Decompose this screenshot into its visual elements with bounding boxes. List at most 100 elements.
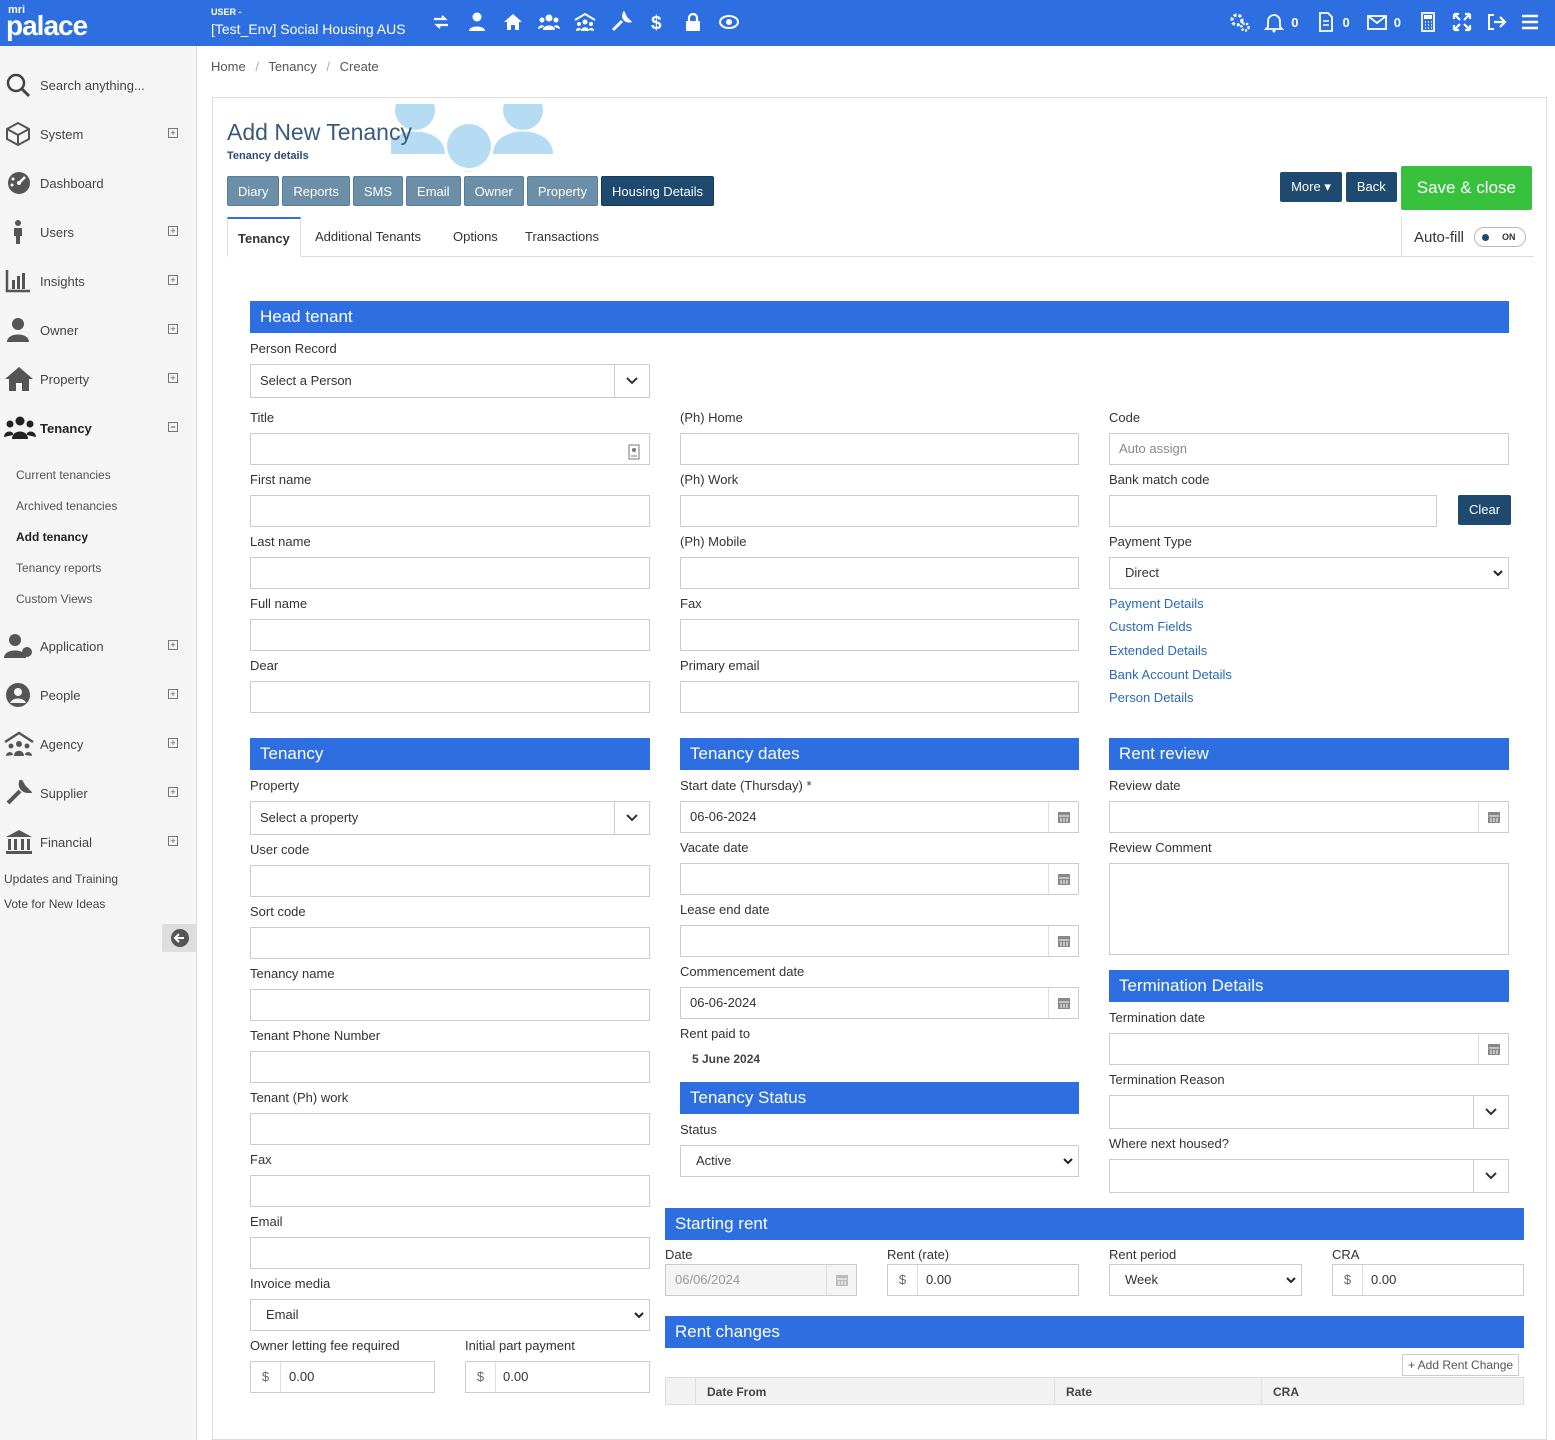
- property-button[interactable]: Property: [526, 176, 598, 206]
- rent-period-select[interactable]: Week: [1109, 1264, 1302, 1296]
- invoice-media-select[interactable]: Email: [250, 1299, 650, 1331]
- sidebar-search[interactable]: Search anything...: [4, 70, 184, 100]
- sidebar-item-insights[interactable]: Insights +: [4, 266, 184, 296]
- property-select[interactable]: Select a property: [250, 801, 650, 835]
- calendar-icon[interactable]: [1048, 802, 1078, 832]
- contact-card-icon[interactable]: [628, 441, 640, 471]
- vote-ideas-link[interactable]: Vote for New Ideas: [4, 897, 106, 911]
- lock-icon[interactable]: [682, 11, 704, 33]
- collapse-minus-icon[interactable]: −: [168, 422, 178, 432]
- column-date-from[interactable]: Date From: [707, 1385, 767, 1399]
- email-button[interactable]: Email: [406, 176, 461, 206]
- sidebar-item-application[interactable]: Application +: [4, 631, 184, 661]
- agency-icon[interactable]: [574, 11, 596, 33]
- custom-fields-link[interactable]: Custom Fields: [1109, 619, 1193, 634]
- expand-plus-icon[interactable]: +: [168, 836, 178, 846]
- expand-plus-icon[interactable]: +: [168, 787, 178, 797]
- person-details-link[interactable]: Person Details: [1109, 690, 1194, 705]
- sidebar-sub-add-tenancy[interactable]: Add tenancy: [16, 530, 89, 544]
- first-name-input[interactable]: [250, 495, 650, 527]
- full-name-input[interactable]: [250, 619, 650, 651]
- housing-details-button[interactable]: Housing Details: [601, 176, 715, 206]
- add-rent-change-button[interactable]: + Add Rent Change: [1402, 1354, 1520, 1376]
- fax-input[interactable]: [680, 619, 1079, 651]
- sidebar-sub-custom-views[interactable]: Custom Views: [16, 592, 93, 606]
- clear-button[interactable]: Clear: [1458, 495, 1512, 525]
- cra-input[interactable]: $ 0.00: [1332, 1264, 1524, 1296]
- column-rate[interactable]: Rate: [1066, 1385, 1093, 1399]
- status-select[interactable]: Active: [680, 1145, 1079, 1177]
- sidebar-sub-tenancy-reports[interactable]: Tenancy reports: [16, 561, 102, 575]
- sidebar-item-users[interactable]: Users +: [4, 217, 184, 247]
- tab-tenancy[interactable]: Tenancy: [227, 217, 301, 257]
- expand-icon[interactable]: [1451, 11, 1473, 33]
- notifications-bell-icon[interactable]: [1263, 11, 1285, 33]
- sidebar-item-system[interactable]: System +: [4, 119, 184, 149]
- sidebar-item-financial[interactable]: Financial +: [4, 827, 184, 857]
- sidebar-sub-current-tenancies[interactable]: Current tenancies: [16, 468, 111, 482]
- sync-icon[interactable]: [430, 11, 452, 33]
- sidebar-item-dashboard[interactable]: Dashboard: [4, 168, 184, 198]
- save-close-button[interactable]: Save & close: [1400, 166, 1532, 210]
- tenancy-fax-input[interactable]: [250, 1175, 650, 1207]
- sms-button[interactable]: SMS: [352, 176, 404, 206]
- envelope-icon[interactable]: [1366, 11, 1388, 33]
- review-date-input[interactable]: [1109, 801, 1509, 833]
- extended-details-link[interactable]: Extended Details: [1109, 643, 1208, 658]
- payment-type-select[interactable]: Direct: [1109, 557, 1509, 589]
- breadcrumb-home[interactable]: Home: [211, 59, 246, 74]
- bank-match-input[interactable]: [1109, 495, 1437, 527]
- autofill-toggle[interactable]: ON: [1474, 227, 1526, 247]
- tab-options[interactable]: Options: [453, 229, 498, 244]
- more-dropdown-button[interactable]: More ▾: [1280, 172, 1342, 202]
- tab-additional-tenants[interactable]: Additional Tenants: [315, 229, 422, 244]
- tab-transactions[interactable]: Transactions: [525, 229, 599, 244]
- calendar-icon[interactable]: [1048, 926, 1078, 956]
- termination-date-input[interactable]: [1109, 1033, 1509, 1065]
- owner-letting-fee-input[interactable]: $ 0.00: [250, 1361, 435, 1393]
- logout-icon[interactable]: [1485, 11, 1507, 33]
- rent-rate-input[interactable]: $ 0.00: [887, 1264, 1079, 1296]
- column-cra[interactable]: CRA: [1273, 1385, 1299, 1399]
- vacate-date-input[interactable]: [680, 863, 1079, 895]
- phone-work-input[interactable]: [680, 495, 1079, 527]
- last-name-input[interactable]: [250, 557, 650, 589]
- sidebar-item-agency[interactable]: Agency +: [4, 729, 184, 759]
- termination-reason-select[interactable]: [1109, 1095, 1509, 1129]
- dear-input[interactable]: [250, 681, 650, 713]
- expand-plus-icon[interactable]: +: [168, 738, 178, 748]
- lease-end-date-input[interactable]: [680, 925, 1079, 957]
- collapse-sidebar-button[interactable]: [162, 924, 197, 952]
- hamburger-menu-icon[interactable]: [1519, 11, 1541, 33]
- initial-part-payment-input[interactable]: $ 0.00: [465, 1361, 650, 1393]
- owner-button[interactable]: Owner: [463, 176, 524, 206]
- sidebar-item-supplier[interactable]: Supplier +: [4, 777, 184, 808]
- calendar-icon[interactable]: [1478, 802, 1508, 832]
- tenancy-email-input[interactable]: [250, 1237, 650, 1269]
- calendar-icon[interactable]: [1478, 1034, 1508, 1064]
- where-next-housed-select[interactable]: [1109, 1159, 1509, 1193]
- eye-icon[interactable]: [718, 11, 740, 33]
- diary-button[interactable]: Diary: [227, 176, 280, 206]
- tenant-phone-input[interactable]: [250, 1051, 650, 1083]
- review-comment-textarea[interactable]: [1109, 863, 1509, 955]
- expand-plus-icon[interactable]: +: [168, 689, 178, 699]
- code-input[interactable]: Auto assign: [1109, 433, 1509, 465]
- expand-plus-icon[interactable]: +: [168, 373, 178, 383]
- expand-plus-icon[interactable]: +: [168, 324, 178, 334]
- commencement-date-input[interactable]: 06-06-2024: [680, 987, 1079, 1019]
- user-code-input[interactable]: [250, 865, 650, 897]
- expand-plus-icon[interactable]: +: [168, 128, 178, 138]
- wrench-icon[interactable]: [610, 10, 633, 33]
- calendar-icon[interactable]: [1048, 988, 1078, 1018]
- back-button[interactable]: Back: [1345, 172, 1397, 202]
- group-icon[interactable]: [538, 11, 560, 33]
- primary-email-input[interactable]: [680, 681, 1079, 713]
- phone-home-input[interactable]: [680, 433, 1079, 465]
- expand-plus-icon[interactable]: +: [168, 226, 178, 236]
- calendar-icon[interactable]: [1048, 864, 1078, 894]
- person-record-select[interactable]: Select a Person: [250, 364, 650, 398]
- tenant-work-phone-input[interactable]: [250, 1113, 650, 1145]
- reports-button[interactable]: Reports: [282, 176, 350, 206]
- user-icon[interactable]: [466, 11, 488, 33]
